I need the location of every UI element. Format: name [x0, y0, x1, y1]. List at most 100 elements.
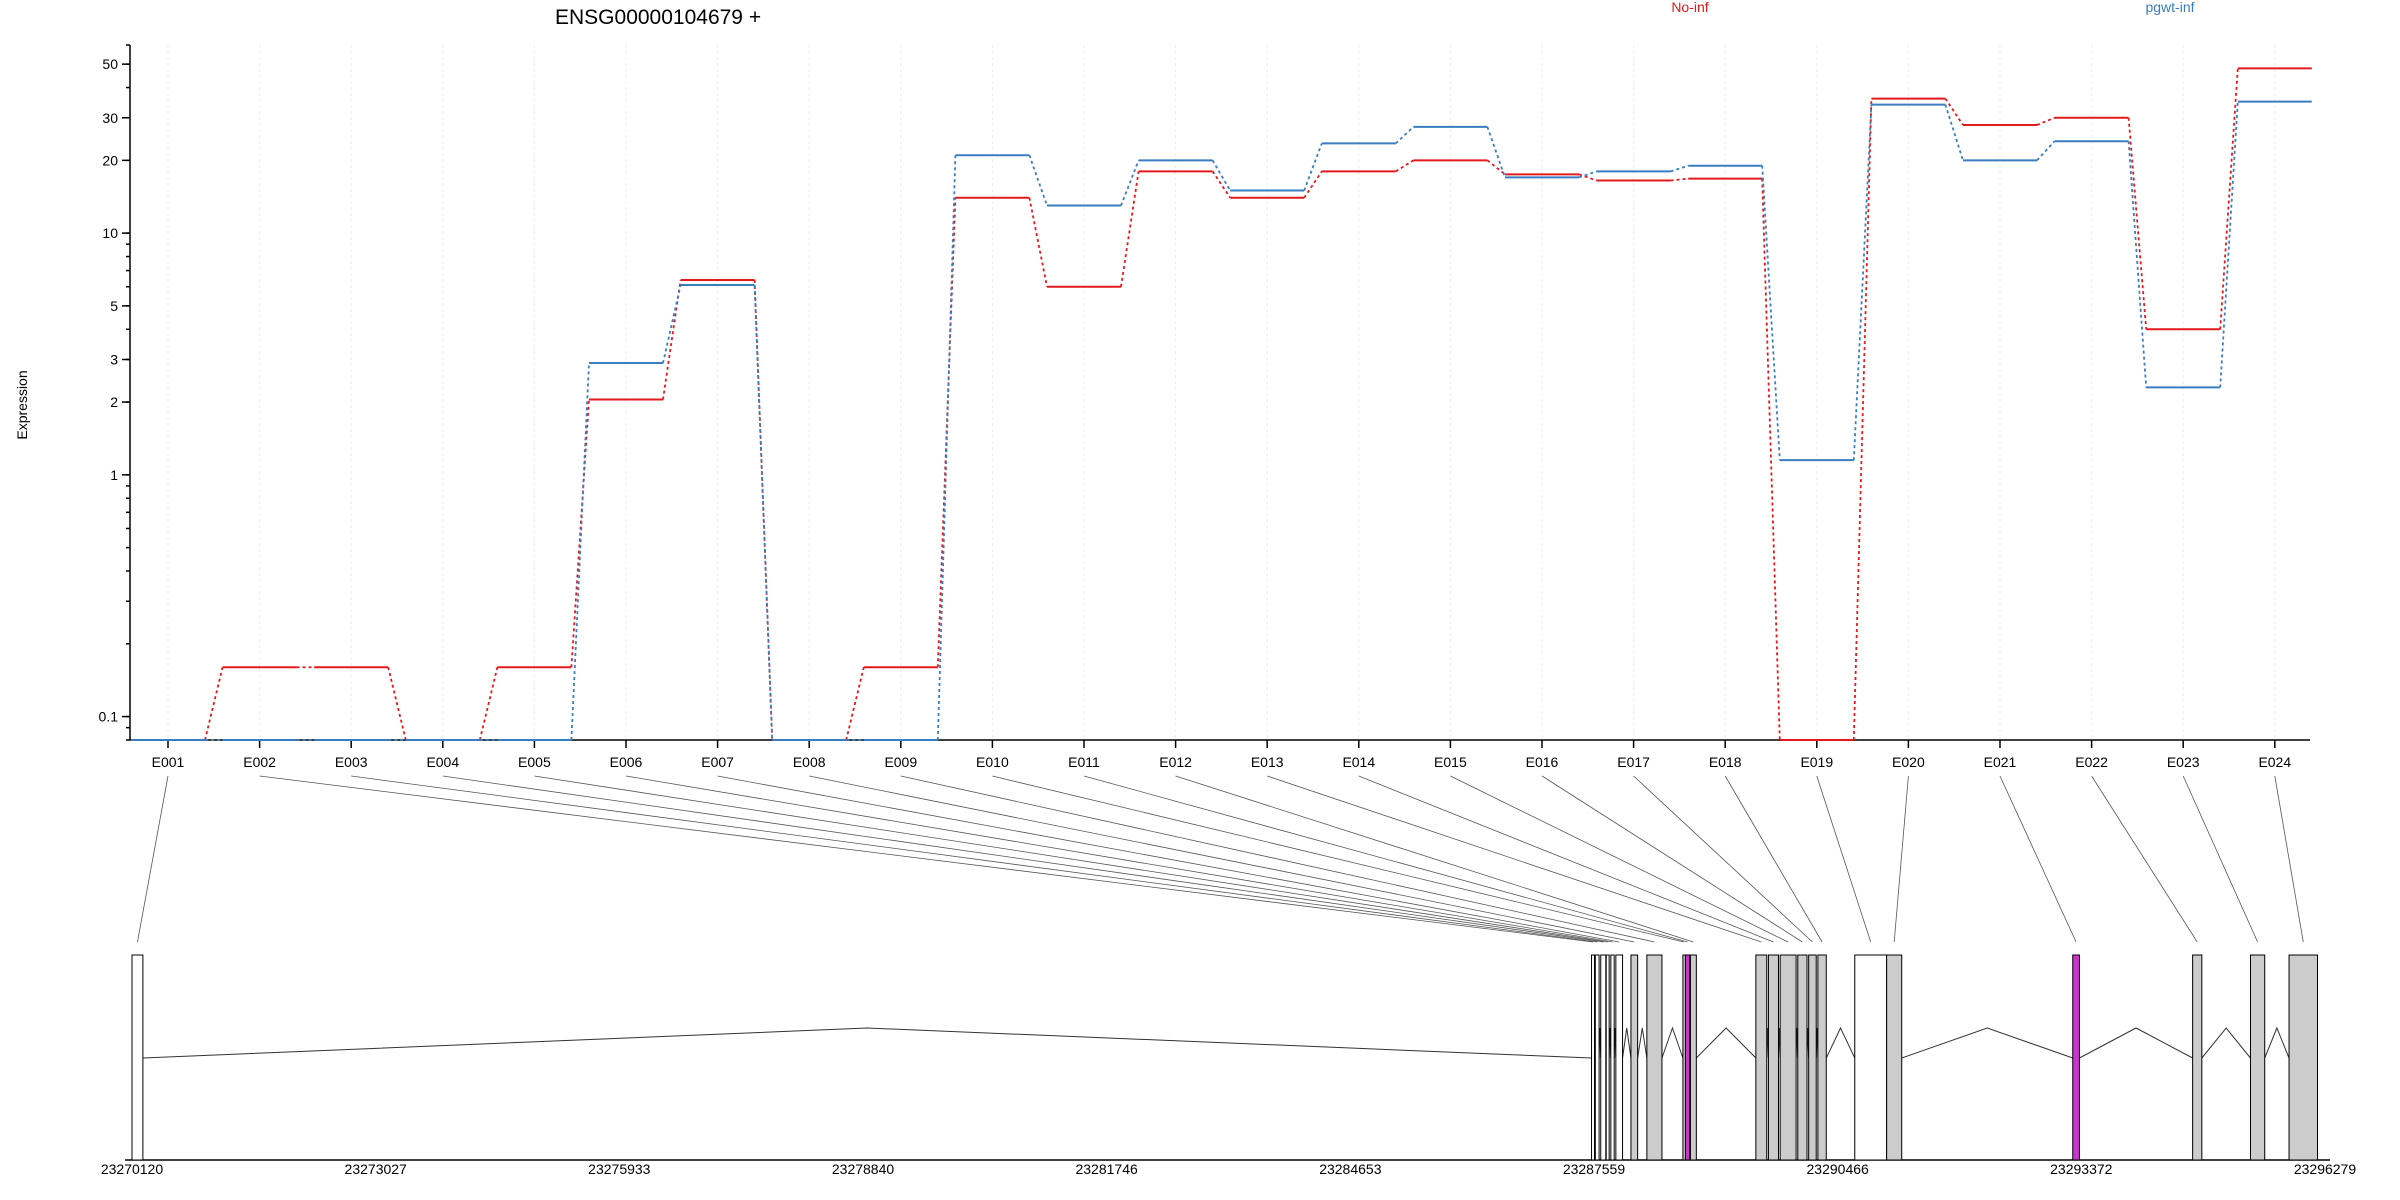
y-tick-label: 0.1: [99, 709, 119, 725]
chart-title: ENSG00000104679 +: [555, 6, 761, 29]
y-tick-label: 30: [102, 110, 118, 126]
exon-e024: [2288, 954, 2319, 1161]
series-connector: [845, 667, 865, 741]
series-connector: [1303, 170, 1323, 199]
x-tick-label-e007: E007: [701, 754, 734, 770]
guide-line-e002: [259, 775, 1594, 943]
guide-line-e016: [1541, 775, 1803, 943]
x-tick-label-e023: E023: [2167, 754, 2200, 770]
exon-e004: [1600, 954, 1607, 1161]
series-pgwt-inf: [131, 100, 2312, 741]
coordinate-tick-label: 23293372: [2050, 1161, 2113, 1177]
series-connector: [1028, 154, 1048, 206]
series-connector: [1395, 159, 1414, 173]
exon-e008: [1630, 954, 1639, 1161]
x-tick-label-e022: E022: [2075, 754, 2108, 770]
x-tick-label-e024: E024: [2258, 754, 2291, 770]
series-group: [131, 67, 2312, 741]
y-tick-label: 3: [110, 352, 118, 368]
x-tick-label-e004: E004: [426, 754, 459, 770]
guide-line-e006: [625, 775, 1613, 943]
guide-line-e014: [1358, 775, 1774, 943]
exon-e005: [1605, 954, 1610, 1161]
x-tick-label-e013: E013: [1251, 754, 1284, 770]
x-tick-label-e008: E008: [793, 754, 826, 770]
x-tick-label-e005: E005: [518, 754, 551, 770]
exon-e012: [1689, 954, 1697, 1161]
exon-e016: [1797, 954, 1808, 1161]
exon-e023: [2249, 954, 2266, 1161]
series-connector: [1120, 160, 1140, 206]
x-tick-label-e018: E018: [1709, 754, 1742, 770]
series-connector: [2127, 117, 2148, 330]
guide-line-e007: [717, 775, 1620, 943]
x-tick-label-e017: E017: [1617, 754, 1650, 770]
guide-line-e009: [900, 775, 1655, 943]
intron-line: [1695, 1027, 1757, 1059]
guide-line-e020: [1893, 775, 1909, 943]
series-connector: [1120, 171, 1140, 287]
coordinate-tick-label: 23273027: [345, 1161, 408, 1177]
y-tick-label: 5: [110, 298, 118, 314]
series-connector: [1211, 170, 1231, 199]
exon-e022: [2192, 954, 2203, 1161]
x-tick-label-e003: E003: [335, 754, 368, 770]
series-connector: [2036, 116, 2055, 126]
intron-line: [1825, 1026, 1856, 1059]
exon-e020: [1886, 954, 1903, 1161]
series-connector: [1395, 126, 1415, 145]
x-ticks: E001 E002 E003 E004 E005 E006 E007 E008 E009 E010…: [152, 740, 2291, 770]
guide-line-e012: [1175, 775, 1694, 943]
series-connector: [1486, 126, 1506, 178]
exon-e006: [1610, 954, 1615, 1161]
y-tick-label: 1: [110, 467, 118, 483]
guide-line-e018: [1724, 775, 1823, 943]
exon-e003: [1594, 954, 1600, 1161]
x-tick-label-e014: E014: [1342, 754, 1375, 770]
intron-line: [1901, 1027, 2073, 1059]
x-tick-label-e009: E009: [884, 754, 917, 770]
y-tick-label: 50: [102, 56, 118, 72]
x-tick-label-e001: E001: [152, 754, 185, 770]
coordinate-tick-label: 23275933: [588, 1161, 651, 1177]
coordinate-tick-label: 23281746: [1075, 1161, 1138, 1177]
legend-entry-pgwt-inf: pgwt-inf: [2145, 0, 2194, 15]
intron-line: [1622, 1027, 1632, 1059]
series-connector: [1761, 178, 1781, 741]
series-connector: [2127, 141, 2148, 388]
exon-e017: [1808, 954, 1817, 1161]
guide-line-e024: [2274, 775, 2304, 943]
intron-line: [2079, 1027, 2193, 1059]
y-axis-label: Expression: [14, 370, 30, 439]
exon-e019: [1854, 954, 1888, 1161]
x-tick-label-e002: E002: [243, 754, 276, 770]
intron-line: [1661, 1026, 1684, 1059]
guide-line-e004: [442, 775, 1604, 943]
exon-e015: [1779, 954, 1797, 1161]
series-connector: [1670, 177, 1689, 182]
x-tick-label-e012: E012: [1159, 754, 1192, 770]
x-tick-label-e011: E011: [1068, 754, 1100, 770]
exon-e018: [1817, 954, 1827, 1161]
gridlines: [167, 45, 2276, 740]
x-tick-label-e010: E010: [976, 754, 1009, 770]
gene-model: [125, 954, 2330, 1161]
series-connector: [1761, 165, 1781, 461]
guide-line-e005: [534, 775, 1608, 943]
guide-line-e008: [809, 775, 1635, 943]
guide-line-e001: [137, 775, 169, 943]
series-connector: [936, 155, 957, 741]
series-connector: [1852, 98, 1873, 741]
coordinate-tick-label: 23278840: [832, 1161, 895, 1177]
series-connector: [1028, 197, 1048, 287]
series-connector: [1486, 159, 1506, 176]
x-tick-label-e015: E015: [1434, 754, 1467, 770]
coordinate-tick-label: 23287559: [1563, 1161, 1626, 1177]
guide-line-e019: [1816, 775, 1872, 943]
exon-e009: [1646, 954, 1663, 1161]
x-tick-label-e016: E016: [1526, 754, 1559, 770]
series-connector: [1852, 104, 1873, 461]
exon-e001: [131, 954, 144, 1161]
series-connector: [1211, 159, 1231, 191]
